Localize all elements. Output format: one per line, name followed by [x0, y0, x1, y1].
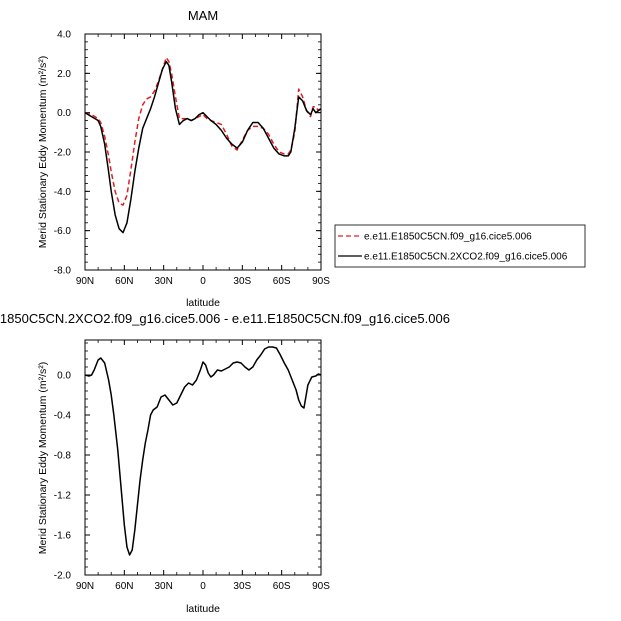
top-ytick-label: 0.0 — [57, 108, 71, 119]
bottom-chart-title: e.e11.E1850C5CN.2XCO2.f09_g16.cice5.006 … — [0, 311, 450, 326]
bottom-ytick-label: -1.2 — [54, 491, 72, 502]
top-panel: MAM 90N 60N 30N 0 30S 60S 90S 4.0 2.0 0.0 -2.0 -4.0… — [37, 8, 330, 309]
top-axis-ticks: 90N 60N 30N 0 30S 60S 90S 4.0 2.0 0.0 -2.0 -4.0 -6.0… — [54, 30, 330, 288]
bottom-yaxis-label: Merid Stationary Eddy Momentum (m²/s²) — [37, 362, 49, 555]
top-ytick-label: 2.0 — [57, 69, 71, 80]
top-series-line-1 — [84, 60, 322, 234]
bottom-xtick-label: 60S — [273, 581, 291, 592]
top-series-group — [84, 56, 322, 234]
bottom-panel: e.e11.E1850C5CN.2XCO2.f09_g16.cice5.006 … — [0, 311, 450, 615]
bottom-xtick-label: 60N — [115, 581, 133, 592]
top-yaxis-label: Merid Stationary Eddy Momentum (m²/s²) — [37, 56, 49, 249]
top-xtick-label: 90S — [312, 276, 330, 287]
legend-label-control: e.e11.E1850C5CN.f09_g16.cice5.006 — [364, 232, 532, 243]
top-chart-title: MAM — [188, 8, 218, 23]
bottom-series-group — [84, 346, 322, 556]
top-xtick-label: 0 — [200, 276, 206, 287]
bottom-series-line-0 — [84, 346, 322, 556]
top-ytick-label: -8.0 — [54, 266, 72, 277]
bottom-ytick-label: -2.0 — [54, 571, 72, 582]
top-xtick-label: 30N — [154, 276, 172, 287]
bottom-xtick-label: 90N — [76, 581, 94, 592]
top-xtick-label: 60N — [115, 276, 133, 287]
legend: e.e11.E1850C5CN.f09_g16.cice5.006 e.e11.… — [334, 224, 586, 268]
top-xtick-label: 60S — [273, 276, 291, 287]
bottom-xaxis-label: latitude — [186, 603, 220, 615]
bottom-plot-frame — [84, 339, 322, 576]
top-xtick-label: 30S — [233, 276, 251, 287]
bottom-axis-ticks: 90N 60N 30N 0 30S 60S 90S 0.0 -0.4 -0.8 -1.2 -1.6 -2… — [54, 340, 330, 592]
bottom-ytick-label: 0.0 — [57, 371, 71, 382]
bottom-ytick-label: -0.4 — [54, 411, 72, 422]
bottom-xtick-label: 90S — [312, 581, 330, 592]
bottom-xtick-label: 0 — [200, 581, 206, 592]
top-xaxis-label: latitude — [186, 297, 220, 309]
top-xtick-label: 90N — [76, 276, 94, 287]
bottom-ytick-label: -1.6 — [54, 531, 72, 542]
top-ytick-label: 4.0 — [57, 30, 71, 41]
top-ytick-label: -4.0 — [54, 187, 72, 198]
top-plot-frame — [84, 33, 322, 271]
top-ytick-label: -6.0 — [54, 226, 72, 237]
top-ytick-label: -2.0 — [54, 148, 72, 159]
legend-label-2xco2: e.e11.E1850C5CN.2XCO2.f09_g16.cice5.006 — [364, 252, 568, 263]
bottom-xtick-label: 30S — [233, 581, 251, 592]
bottom-ytick-label: -0.8 — [54, 451, 72, 462]
top-series-line-0 — [84, 56, 322, 206]
bottom-xtick-label: 30N — [154, 581, 172, 592]
legend-box — [334, 224, 586, 268]
